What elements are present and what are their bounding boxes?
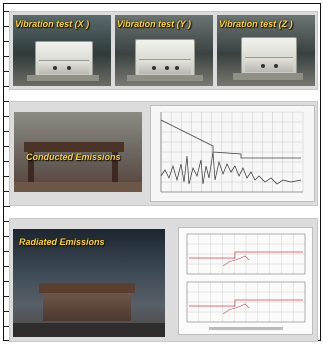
radiated-emissions-label: Radiated Emissions xyxy=(19,237,105,247)
edge-tick xyxy=(3,266,10,267)
radiated-spectrum-plot xyxy=(186,233,306,330)
edge-tick xyxy=(3,26,10,27)
edge-tick xyxy=(3,71,10,72)
radiated-limit-line-bottom xyxy=(189,299,303,307)
conducted-emissions-graph xyxy=(150,105,315,202)
conducted-emissions-photo: Conducted Emissions xyxy=(14,112,142,192)
edge-tick xyxy=(3,41,10,42)
conducted-spectrum-plot xyxy=(160,111,304,193)
edge-tick xyxy=(3,161,10,162)
left-edge-ticks xyxy=(3,3,10,341)
edge-tick xyxy=(3,311,10,312)
edge-tick xyxy=(3,101,10,102)
edge-tick xyxy=(3,326,10,327)
radiated-trace-bottom xyxy=(222,303,250,315)
radiated-emissions-graph xyxy=(178,227,313,335)
edge-tick xyxy=(3,146,10,147)
vibration-z-label: Vibration test (Z ) xyxy=(219,19,293,29)
edge-tick xyxy=(3,281,10,282)
radiated-emissions-photo: Radiated Emissions xyxy=(13,229,165,337)
edge-tick xyxy=(3,11,10,12)
conducted-limit-line xyxy=(160,119,301,159)
vibration-x-label: Vibration test (X ) xyxy=(15,19,90,29)
edge-tick xyxy=(3,56,10,57)
edge-tick xyxy=(3,221,10,222)
edge-tick xyxy=(3,191,10,192)
radiated-trace-top xyxy=(222,255,250,267)
edge-tick xyxy=(3,206,10,207)
radiated-limit-line-top xyxy=(189,251,303,259)
edge-tick xyxy=(3,116,10,117)
edge-tick xyxy=(3,251,10,252)
vibration-y-label: Vibration test (Y ) xyxy=(117,19,192,29)
vibration-test-panel: Vibration test (X ) Vibration test (Y ) … xyxy=(9,11,318,90)
conducted-emissions-panel: Conducted Emissions xyxy=(9,101,318,206)
conducted-emissions-label: Conducted Emissions xyxy=(26,152,121,162)
radiated-emissions-panel: Radiated Emissions xyxy=(9,218,318,342)
vibration-photo-y: Vibration test (Y ) xyxy=(115,15,213,86)
edge-tick xyxy=(3,86,10,87)
edge-tick xyxy=(3,131,10,132)
edge-tick xyxy=(3,176,10,177)
vibration-photo-x: Vibration test (X ) xyxy=(13,15,111,86)
conducted-spectrum-trace xyxy=(160,151,302,185)
edge-tick xyxy=(3,296,10,297)
vibration-photo-z: Vibration test (Z ) xyxy=(217,15,315,86)
edge-tick xyxy=(3,236,10,237)
